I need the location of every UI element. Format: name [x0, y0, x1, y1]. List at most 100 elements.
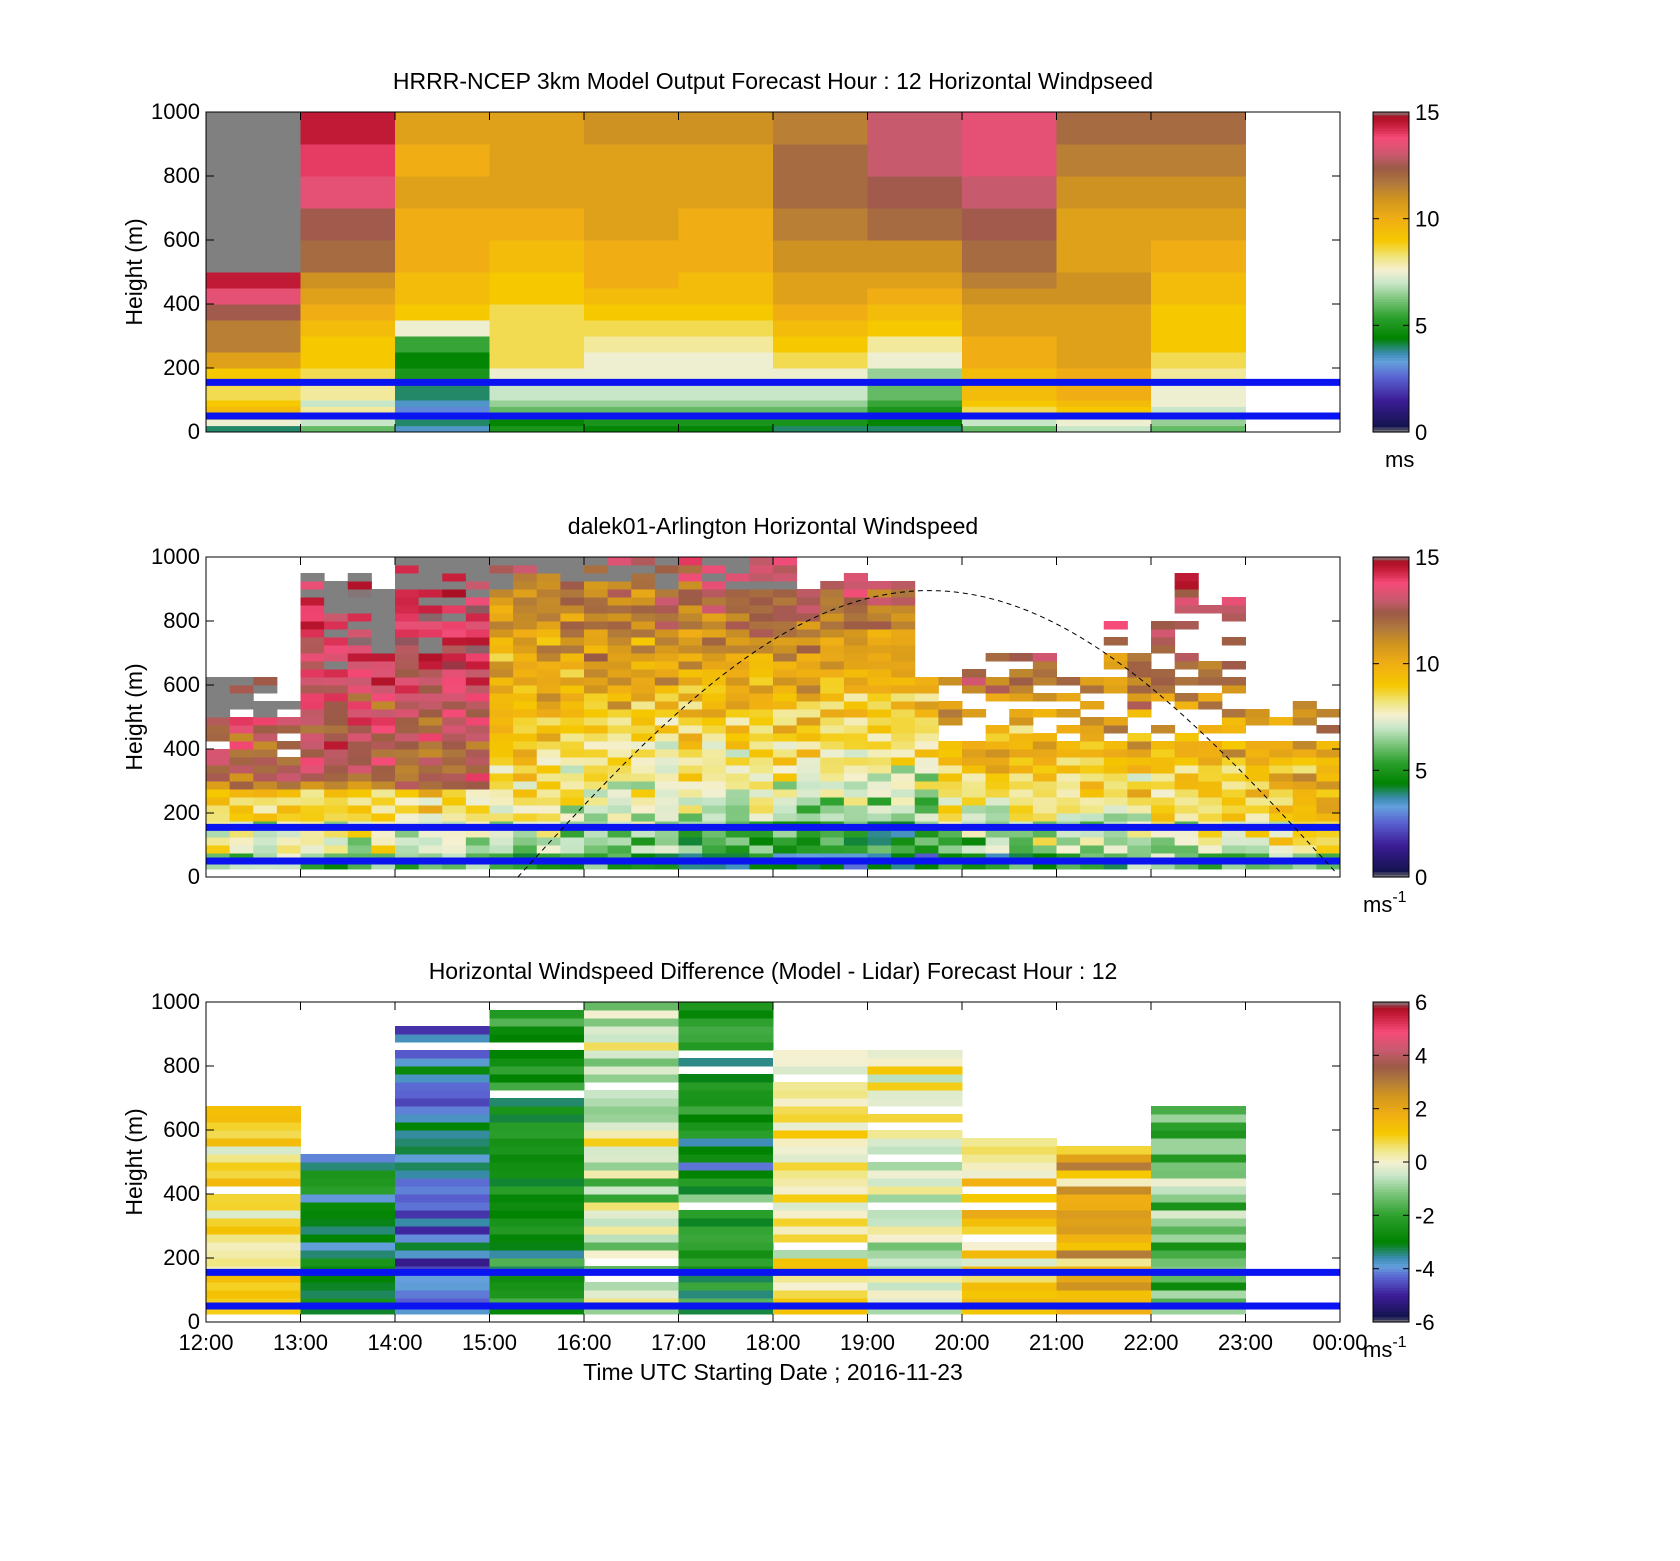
model-cell [678, 320, 774, 337]
colorbar-segment [1373, 735, 1409, 739]
lidar-cell [560, 645, 585, 654]
model-cell [773, 208, 868, 241]
difference-cell [206, 1130, 301, 1139]
lidar-cell [1269, 781, 1294, 790]
lidar-cell [442, 781, 467, 790]
colorbar-segment [1373, 1164, 1409, 1168]
lidar-cell [1174, 789, 1199, 798]
colorbar-segment [1373, 400, 1409, 404]
model-cell [395, 208, 490, 241]
lidar-cell [938, 861, 963, 870]
model-cell [300, 272, 396, 289]
lidar-cell [654, 685, 679, 694]
lidar-cell [962, 685, 987, 694]
lidar-cell [1292, 789, 1317, 798]
lidar-cell [607, 629, 632, 638]
lidar-cell [347, 765, 372, 774]
colorbar-segment [1373, 141, 1409, 145]
model-cell [395, 176, 490, 209]
lidar-cell [1151, 669, 1176, 678]
colorbar-segment [1373, 304, 1409, 308]
model-cell [678, 400, 774, 407]
colorbar-tick-label: -4 [1415, 1257, 1435, 1282]
lidar-cell [324, 685, 349, 694]
model-cell [489, 352, 585, 369]
colorbar-segment [1373, 1234, 1409, 1238]
lidar-cell [1316, 829, 1341, 838]
model-cell [395, 240, 490, 273]
lidar-cell [725, 581, 750, 590]
lidar-cell [773, 725, 798, 734]
difference-cell [962, 1274, 1057, 1283]
lidar-cell [796, 845, 821, 854]
lidar-cell [607, 765, 632, 774]
lidar-cell [843, 797, 868, 806]
difference-cell [584, 1010, 679, 1019]
colorbar-segment [1373, 1212, 1409, 1216]
lidar-cell [749, 797, 774, 806]
lidar-cell [607, 701, 632, 710]
lidar-cell [867, 605, 892, 614]
colorbar-segment [1373, 770, 1409, 774]
lidar-cell [985, 789, 1010, 798]
difference-cell [395, 1146, 490, 1155]
lidar-cell [843, 613, 868, 622]
difference-cell [395, 1050, 490, 1059]
colorbar-segment [1373, 250, 1409, 254]
lidar-cell [631, 805, 656, 814]
lidar-cell [985, 853, 1010, 862]
lidar-cell [1174, 845, 1199, 854]
panel-title: HRRR-NCEP 3km Model Output Forecast Hour… [393, 68, 1153, 94]
lidar-cell [465, 845, 490, 854]
colorbar-segment [1373, 1263, 1409, 1267]
lidar-cell [702, 565, 727, 574]
difference-cell [584, 1122, 679, 1131]
lidar-cell [442, 573, 467, 582]
difference-cell [867, 1218, 963, 1227]
difference-cell [773, 1282, 868, 1291]
colorbar-segment [1373, 168, 1409, 172]
lidar-cell [324, 621, 349, 630]
lidar-cell [725, 565, 750, 574]
model-cell [773, 406, 868, 414]
lidar-cell [371, 677, 396, 686]
lidar-cell [1103, 773, 1128, 782]
lidar-cell [654, 557, 679, 566]
lidar-cell [678, 589, 703, 598]
lidar-cell [324, 837, 349, 846]
model-cell [773, 352, 868, 369]
lidar-cell [820, 709, 845, 718]
lidar-cell [938, 677, 963, 686]
colorbar-segment [1373, 1290, 1409, 1294]
model-cell [584, 240, 679, 273]
lidar-cell [442, 797, 467, 806]
colorbar-segment [1373, 200, 1409, 204]
colorbar-segment [1373, 1026, 1409, 1030]
lidar-cell [938, 717, 963, 726]
model-cell [395, 406, 490, 414]
colorbar-segment [1373, 285, 1409, 289]
lidar-cell [442, 661, 467, 670]
lidar-cell [867, 661, 892, 670]
colorbar-segment [1373, 317, 1409, 321]
model-cell [678, 288, 774, 305]
lidar-cell [513, 845, 538, 854]
lidar-cell [678, 741, 703, 750]
difference-cell [1151, 1138, 1246, 1147]
lidar-cell [395, 565, 420, 574]
lidar-cell [749, 853, 774, 862]
lidar-cell [513, 653, 538, 662]
lidar-cell [206, 837, 231, 846]
colorbar-segment [1373, 338, 1409, 342]
lidar-cell [867, 829, 892, 838]
lidar-cell [324, 757, 349, 766]
colorbar-segment [1373, 1282, 1409, 1286]
lidar-cell [749, 701, 774, 710]
colorbar-segment [1373, 133, 1409, 137]
lidar-cell [229, 749, 254, 758]
model-cell [1056, 352, 1152, 369]
y-tick-label: 800 [163, 1053, 200, 1078]
lidar-cell [418, 653, 443, 662]
colorbar-segment [1373, 1316, 1409, 1320]
lidar-cell [1292, 773, 1317, 782]
